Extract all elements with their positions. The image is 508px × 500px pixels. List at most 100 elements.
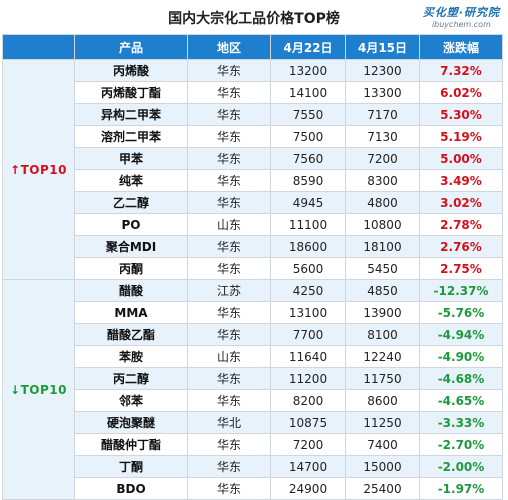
price-apr22-cell: 7700 [270,323,346,346]
change-cell: 5.30% [419,103,503,126]
table-row: 异构二甲苯 华东 7550 7170 5.30% [3,103,503,126]
change-cell: -4.65% [419,389,503,412]
price-apr22-cell: 11100 [270,213,346,236]
table-row: 苯胺 山东 11640 12240 -4.90% [3,345,503,368]
price-apr15-cell: 12240 [345,345,420,368]
price-apr22-cell: 14100 [270,81,346,104]
region-cell: 华东 [187,433,271,456]
region-cell: 华东 [187,301,271,324]
price-apr22-cell: 4250 [270,279,346,302]
product-cell: PO [74,213,188,236]
price-table: 产品 地区 4月22日 4月15日 涨跌幅 ↑TOP10 丙烯酸 华东 13200 12… [2,34,503,500]
change-cell: -3.33% [419,411,503,434]
header-product: 产品 [74,34,188,60]
change-cell: -1.97% [419,477,503,500]
price-apr15-cell: 7200 [345,147,420,170]
product-cell: 醋酸 [74,279,188,302]
price-apr22-cell: 13200 [270,59,346,82]
product-cell: 丙烯酸 [74,59,188,82]
price-apr15-cell: 7400 [345,433,420,456]
logo-main-text: 买化塑·研究院 [422,6,500,19]
region-cell: 华东 [187,81,271,104]
change-cell: 3.49% [419,169,503,192]
table-row: ↑TOP10 丙烯酸 华东 13200 12300 7.32% [2,59,503,280]
change-cell: 2.76% [419,235,503,258]
header-region: 地区 [187,34,271,60]
product-cell: BDO [74,477,188,500]
table-header-row: 产品 地区 4月22日 4月15日 涨跌幅 [2,34,503,60]
product-cell: 醋酸乙酯 [74,323,188,346]
price-apr15-cell: 10800 [345,213,420,236]
table-body: ↑TOP10 丙烯酸 华东 13200 12300 7.32% 丙烯酸丁酯 华东 14100 13… [2,59,503,500]
change-cell: 5.19% [419,125,503,148]
change-cell: -4.90% [419,345,503,368]
region-cell: 华东 [187,59,271,82]
change-cell: -2.70% [419,433,503,456]
group-label-up: ↑TOP10 [2,59,75,280]
change-cell: -2.00% [419,455,503,478]
title-bar: 国内大宗化工品价格TOP榜 买化塑·研究院 ibuychem.com [0,0,508,34]
region-cell: 山东 [187,213,271,236]
region-cell: 华东 [187,169,271,192]
price-apr22-cell: 7200 [270,433,346,456]
price-apr22-cell: 8200 [270,389,346,412]
product-cell: 丁酮 [74,455,188,478]
region-cell: 华东 [187,235,271,258]
price-apr15-cell: 7170 [345,103,420,126]
group-label-down: ↓TOP10 [2,279,75,500]
price-apr15-cell: 4800 [345,191,420,214]
price-apr22-cell: 11200 [270,367,346,390]
region-cell: 华东 [187,323,271,346]
price-apr22-cell: 18600 [270,235,346,258]
table-row: BDO 华东 24900 25400 -1.97% [3,477,503,500]
table-row: 丙烯酸丁酯 华东 14100 13300 6.02% [3,81,503,104]
product-cell: 丙二醇 [74,367,188,390]
price-apr15-cell: 8600 [345,389,420,412]
table-row: ↓TOP10 醋酸 江苏 4250 4850 -12.37% [2,279,503,500]
product-cell: 丙酮 [74,257,188,280]
table-row: 醋酸仲丁酯 华东 7200 7400 -2.70% [3,433,503,456]
header-apr22: 4月22日 [270,34,346,60]
product-cell: 异构二甲苯 [74,103,188,126]
price-apr15-cell: 12300 [345,59,420,82]
price-apr22-cell: 11640 [270,345,346,368]
price-apr22-cell: 7500 [270,125,346,148]
table-row: 甲苯 华东 7560 7200 5.00% [3,147,503,170]
header-change: 涨跌幅 [419,34,503,60]
change-cell: 3.02% [419,191,503,214]
change-cell: 2.75% [419,257,503,280]
region-cell: 华东 [187,125,271,148]
change-cell: -4.68% [419,367,503,390]
change-cell: -4.94% [419,323,503,346]
region-cell: 华东 [187,103,271,126]
brand-logo: 买化塑·研究院 ibuychem.com [423,4,500,29]
region-cell: 华东 [187,191,271,214]
price-apr15-cell: 7130 [345,125,420,148]
table-row: 纯苯 华东 8590 8300 3.49% [3,169,503,192]
table-row: MMA 华东 13100 13900 -5.76% [3,301,503,324]
price-apr15-cell: 8100 [345,323,420,346]
product-cell: 聚合MDI [74,235,188,258]
region-cell: 华东 [187,455,271,478]
table-row: PO 山东 11100 10800 2.78% [3,213,503,236]
price-apr22-cell: 4945 [270,191,346,214]
price-apr15-cell: 13900 [345,301,420,324]
product-cell: 乙二醇 [74,191,188,214]
price-apr22-cell: 5600 [270,257,346,280]
header-apr15: 4月15日 [345,34,420,60]
region-cell: 华东 [187,477,271,500]
table-row: 硬泡聚醚 华北 10875 11250 -3.33% [3,411,503,434]
price-apr15-cell: 11750 [345,367,420,390]
change-cell: 6.02% [419,81,503,104]
product-cell: 丙烯酸丁酯 [74,81,188,104]
change-cell: 7.32% [419,59,503,82]
change-cell: -5.76% [419,301,503,324]
change-cell: 5.00% [419,147,503,170]
region-cell: 华东 [187,389,271,412]
page-title: 国内大宗化工品价格TOP榜 [168,11,340,27]
table-row: 聚合MDI 华东 18600 18100 2.76% [3,235,503,258]
price-apr15-cell: 13300 [345,81,420,104]
region-cell: 华东 [187,257,271,280]
price-apr22-cell: 10875 [270,411,346,434]
price-apr15-cell: 18100 [345,235,420,258]
